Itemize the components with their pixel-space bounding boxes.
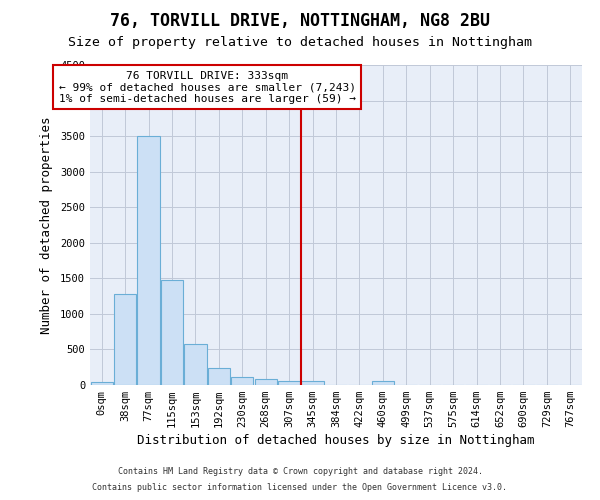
Bar	[137, 136, 160, 385]
Text: Contains HM Land Registry data © Crown copyright and database right 2024.: Contains HM Land Registry data © Crown c…	[118, 467, 482, 476]
X-axis label: Distribution of detached houses by size in Nottingham: Distribution of detached houses by size …	[137, 434, 535, 448]
Bar	[184, 344, 206, 385]
Bar	[278, 382, 300, 385]
Bar	[231, 377, 253, 385]
Text: 76, TORVILL DRIVE, NOTTINGHAM, NG8 2BU: 76, TORVILL DRIVE, NOTTINGHAM, NG8 2BU	[110, 12, 490, 30]
Bar	[114, 294, 136, 385]
Y-axis label: Number of detached properties: Number of detached properties	[40, 116, 53, 334]
Bar	[91, 382, 113, 385]
Bar	[254, 380, 277, 385]
Text: Size of property relative to detached houses in Nottingham: Size of property relative to detached ho…	[68, 36, 532, 49]
Bar	[301, 382, 323, 385]
Bar	[372, 382, 394, 385]
Text: 76 TORVILL DRIVE: 333sqm
← 99% of detached houses are smaller (7,243)
1% of semi: 76 TORVILL DRIVE: 333sqm ← 99% of detach…	[59, 70, 356, 104]
Text: Contains public sector information licensed under the Open Government Licence v3: Contains public sector information licen…	[92, 483, 508, 492]
Bar	[161, 280, 183, 385]
Bar	[208, 368, 230, 385]
